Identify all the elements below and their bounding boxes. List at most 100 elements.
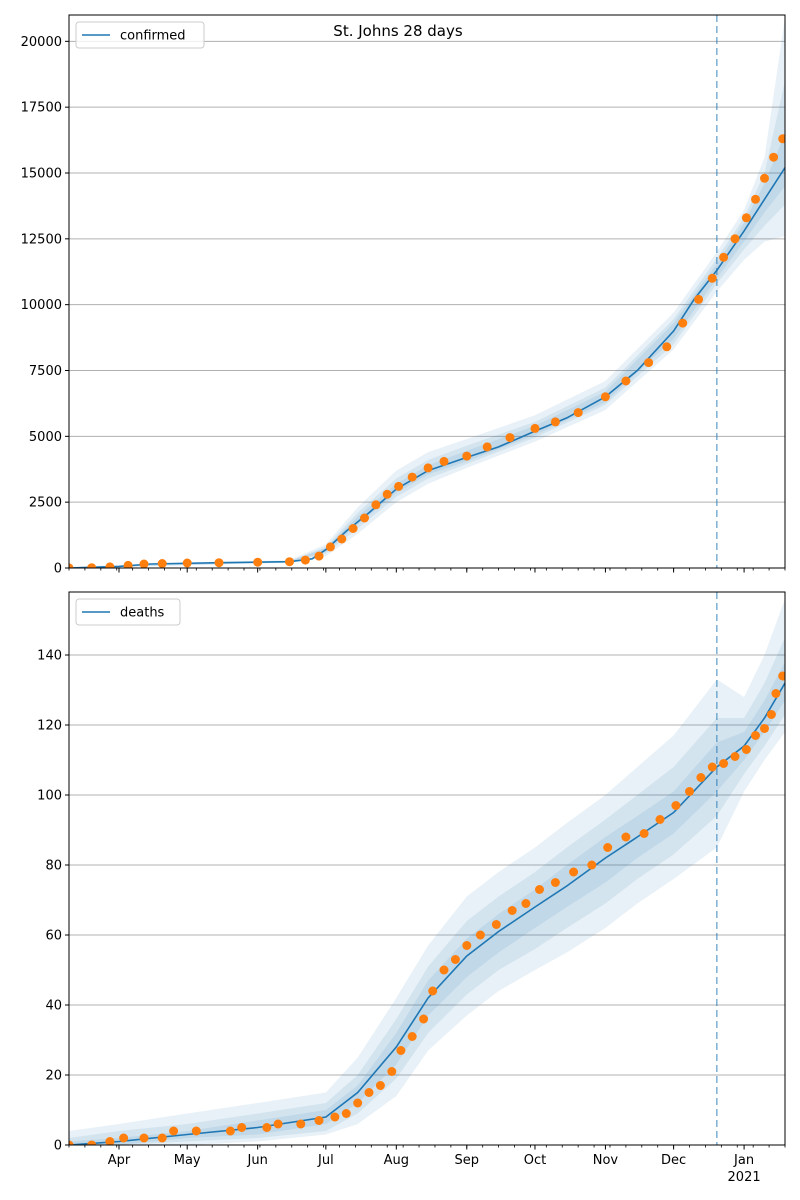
x-tick-label-oct: Oct [524, 1153, 546, 1168]
data-point [760, 173, 769, 183]
y-tick-label-2: 5000 [29, 430, 62, 445]
data-point [603, 843, 613, 852]
data-point [314, 1116, 324, 1125]
data-point [491, 920, 501, 929]
data-point [778, 671, 785, 681]
data-point [69, 1140, 74, 1145]
y-tick-label-6: 15000 [21, 167, 62, 182]
data-point [419, 1014, 429, 1024]
x-tick-label-may: May [174, 1153, 201, 1168]
chart-title: St. Johns 28 days [333, 22, 463, 40]
data-point [396, 1046, 406, 1055]
fit-line-confirmed [69, 167, 785, 568]
data-point [644, 358, 654, 368]
data-point [439, 965, 449, 975]
x-year-label: 2021 [728, 1170, 761, 1185]
data-point [600, 392, 610, 402]
data-point [462, 451, 472, 461]
data-point [707, 273, 717, 283]
data-point [225, 1126, 235, 1136]
data-point [671, 801, 681, 810]
data-point [482, 442, 492, 452]
data-point [237, 1123, 247, 1132]
data-point [530, 423, 540, 433]
data-point [475, 930, 485, 940]
data-point [760, 724, 769, 733]
data-point [300, 555, 310, 565]
data-point [505, 433, 515, 443]
legend-box [75, 21, 205, 49]
uncertainty-band-0 [69, 17, 785, 568]
data-point [87, 1140, 97, 1145]
data-point [439, 456, 449, 466]
data-point [105, 1137, 115, 1145]
y-tick-label-1: 20 [45, 1069, 62, 1084]
data-point [253, 557, 263, 567]
data-point [550, 878, 560, 887]
x-tick-label-jun: Jun [247, 1153, 268, 1168]
data-point [262, 1123, 272, 1132]
data-point [382, 489, 392, 499]
data-point [655, 815, 665, 824]
data-point [169, 1126, 179, 1136]
data-point [353, 1098, 363, 1108]
data-point [123, 560, 133, 568]
x-tick-label-nov: Nov [593, 1153, 619, 1168]
data-point [696, 773, 706, 782]
data-point [191, 1126, 201, 1136]
x-tick-label-sep: Sep [455, 1153, 480, 1168]
data-point [639, 829, 649, 838]
data-point [348, 524, 358, 533]
data-point [730, 234, 740, 244]
data-point [507, 906, 517, 915]
data-point [587, 860, 597, 870]
y-tick-label-0: 0 [54, 562, 62, 577]
data-point [719, 759, 729, 768]
data-point [766, 710, 776, 719]
data-point [360, 513, 369, 523]
data-point [330, 1112, 340, 1122]
data-point [157, 1133, 167, 1143]
y-tick-label-3: 7500 [29, 364, 62, 379]
data-point [550, 417, 560, 427]
data-point [87, 563, 97, 568]
data-point [707, 762, 717, 772]
legend: confirmed [75, 21, 205, 49]
data-point [214, 558, 224, 568]
plot-area [69, 17, 785, 568]
data-point [741, 213, 751, 223]
y-tick-label-4: 10000 [21, 298, 62, 313]
data-point [285, 557, 294, 567]
data-point [407, 1032, 417, 1041]
data-point [337, 534, 347, 544]
data-point [428, 986, 438, 996]
y-tick-label-8: 20000 [21, 35, 62, 50]
legend-label-deaths: deaths [120, 606, 165, 621]
y-tick-label-1: 2500 [29, 496, 62, 511]
data-point [325, 542, 335, 552]
y-tick-label-7: 140 [37, 649, 62, 664]
data-point [314, 551, 324, 561]
data-point [569, 867, 579, 877]
data-point [730, 752, 740, 761]
uncertainty-band-1 [69, 637, 785, 1145]
data-point [521, 899, 531, 908]
data-point [371, 500, 381, 510]
x-tick-label-dec: Dec [661, 1153, 686, 1168]
uncertainty-band-0 [69, 599, 785, 1145]
data-point [364, 1088, 374, 1097]
x-tick-label-apr: Apr [108, 1153, 131, 1168]
legend-label-confirmed: confirmed [120, 29, 186, 44]
y-tick-label-5: 100 [37, 789, 62, 804]
data-point [751, 194, 760, 204]
legend: deaths [75, 598, 181, 626]
data-point [685, 787, 694, 796]
data-point [778, 134, 785, 144]
data-point [535, 885, 544, 894]
data-point [157, 559, 167, 568]
data-point [119, 1133, 129, 1143]
axes-frame [68, 14, 786, 569]
data-point [375, 1081, 385, 1090]
x-tick-label-jan: Jan [733, 1153, 754, 1168]
